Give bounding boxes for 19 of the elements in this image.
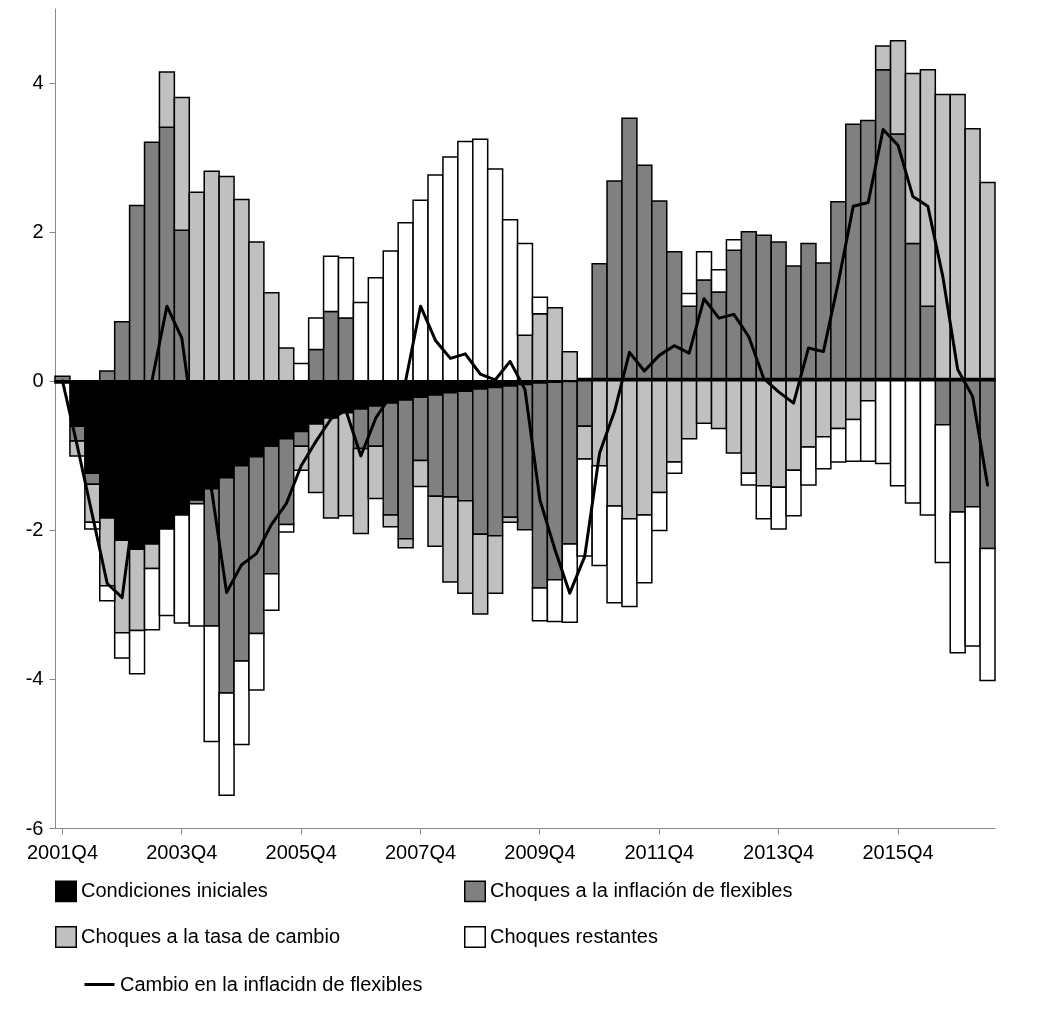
x-tick-label: 2011Q4 bbox=[624, 840, 695, 863]
legend-label: Cambio en la inflacidn de flexibles bbox=[120, 972, 423, 995]
x-tick-label: 2003Q4 bbox=[146, 840, 218, 863]
y-tick-label: -2 bbox=[25, 518, 44, 541]
legend-label: Choques a la inflación de flexibles bbox=[490, 879, 793, 902]
y-tick-label: -4 bbox=[25, 667, 44, 690]
x-tick-label: 2009Q4 bbox=[504, 840, 576, 863]
y-tick-label: 2 bbox=[32, 220, 44, 243]
legend-label: Choques a la tasa de cambio bbox=[81, 925, 341, 947]
legend-label: Condiciones iniciales bbox=[81, 879, 268, 902]
x-tick-label: 2005Q4 bbox=[265, 840, 337, 863]
x-tick-label: 2001Q4 bbox=[26, 840, 99, 863]
x-tick-label: 2013Q4 bbox=[743, 840, 815, 863]
y-tick-label: 4 bbox=[32, 71, 44, 94]
y-tick-label: 0 bbox=[32, 369, 44, 392]
y-tick-label: -6 bbox=[25, 816, 44, 839]
legend-label: Choques restantes bbox=[490, 925, 658, 947]
x-tick-label: 2015Q4 bbox=[862, 840, 934, 863]
x-tick-label: 2007Q4 bbox=[384, 840, 457, 863]
